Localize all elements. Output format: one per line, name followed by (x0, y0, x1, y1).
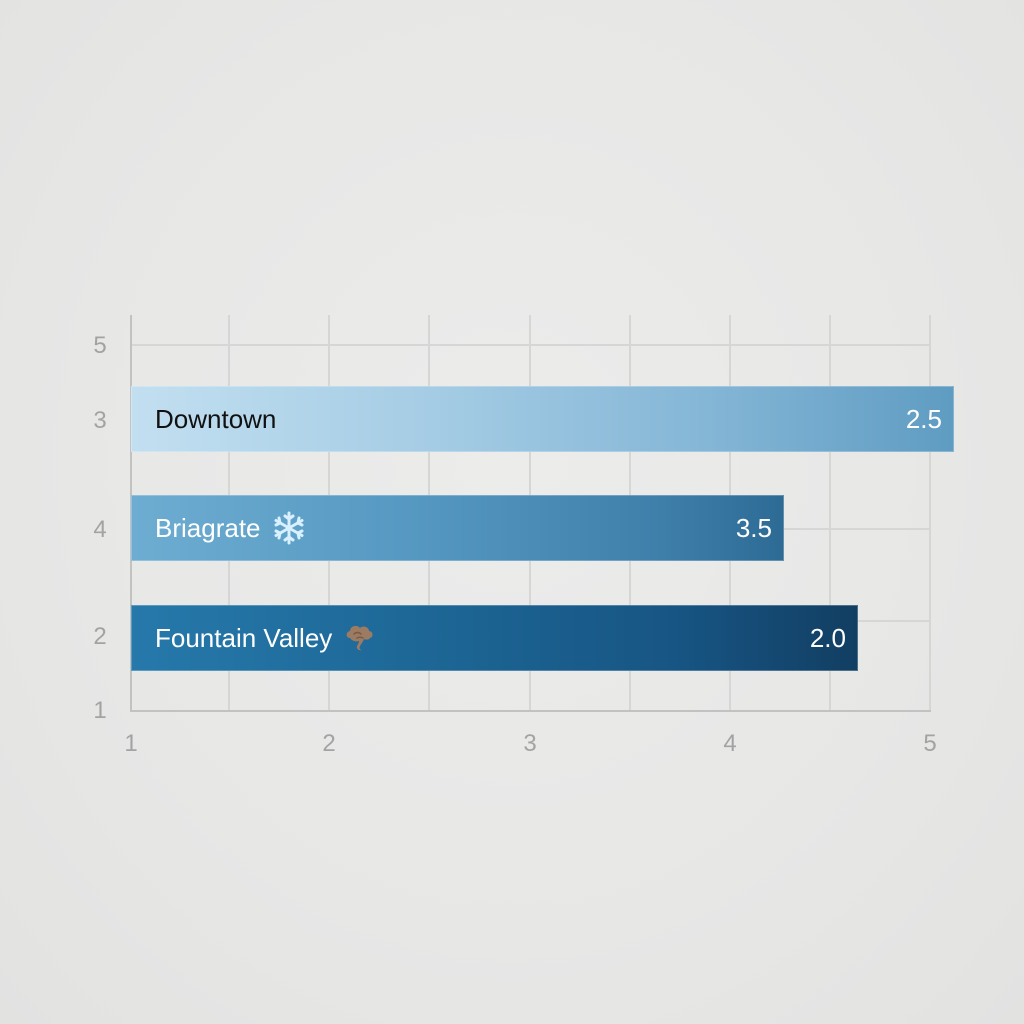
bar-value-label: 2.0 (809, 622, 846, 653)
y-tick-label: 3 (93, 407, 107, 434)
grid-line-horizontal (131, 344, 930, 346)
bar-label-text: Briagrate (155, 512, 261, 543)
y-tick-label: 5 (93, 332, 107, 359)
x-tick-label: 4 (723, 730, 737, 757)
bar-briagrate[interactable]: Briagrate 3.5 (131, 495, 784, 561)
y-tick-label: 1 (93, 697, 107, 724)
grid-line-vertical (829, 315, 831, 711)
x-tick-label: 2 (322, 730, 336, 757)
bar-label: Briagrate (155, 510, 307, 546)
bar-label-text: Downtown (155, 403, 277, 434)
wind-cloud-icon (346, 625, 373, 651)
bar-label: Fountain Valley (155, 620, 378, 656)
y-tick-label: 4 (93, 516, 107, 543)
snowflake-icon (274, 511, 303, 545)
x-tick-label: 3 (523, 730, 537, 757)
x-tick-label: 5 (923, 730, 937, 757)
bar-label: Downtown (155, 404, 276, 435)
y-tick-label: 2 (93, 623, 107, 650)
x-tick-label: 1 (124, 730, 138, 757)
grid-line-horizontal (858, 620, 930, 622)
x-axis-line (130, 710, 931, 712)
bar-downtown[interactable]: Downtown 2.5 (131, 386, 954, 452)
bar-value-label: 2.5 (905, 403, 942, 434)
grid-line-horizontal (784, 528, 930, 530)
bar-label-text: Fountain Valley (155, 622, 333, 653)
grid-line-vertical (929, 315, 931, 711)
bar-fountain-valley[interactable]: Fountain Valley 2.0 (131, 605, 858, 671)
bar-value-label: 3.5 (735, 512, 772, 543)
